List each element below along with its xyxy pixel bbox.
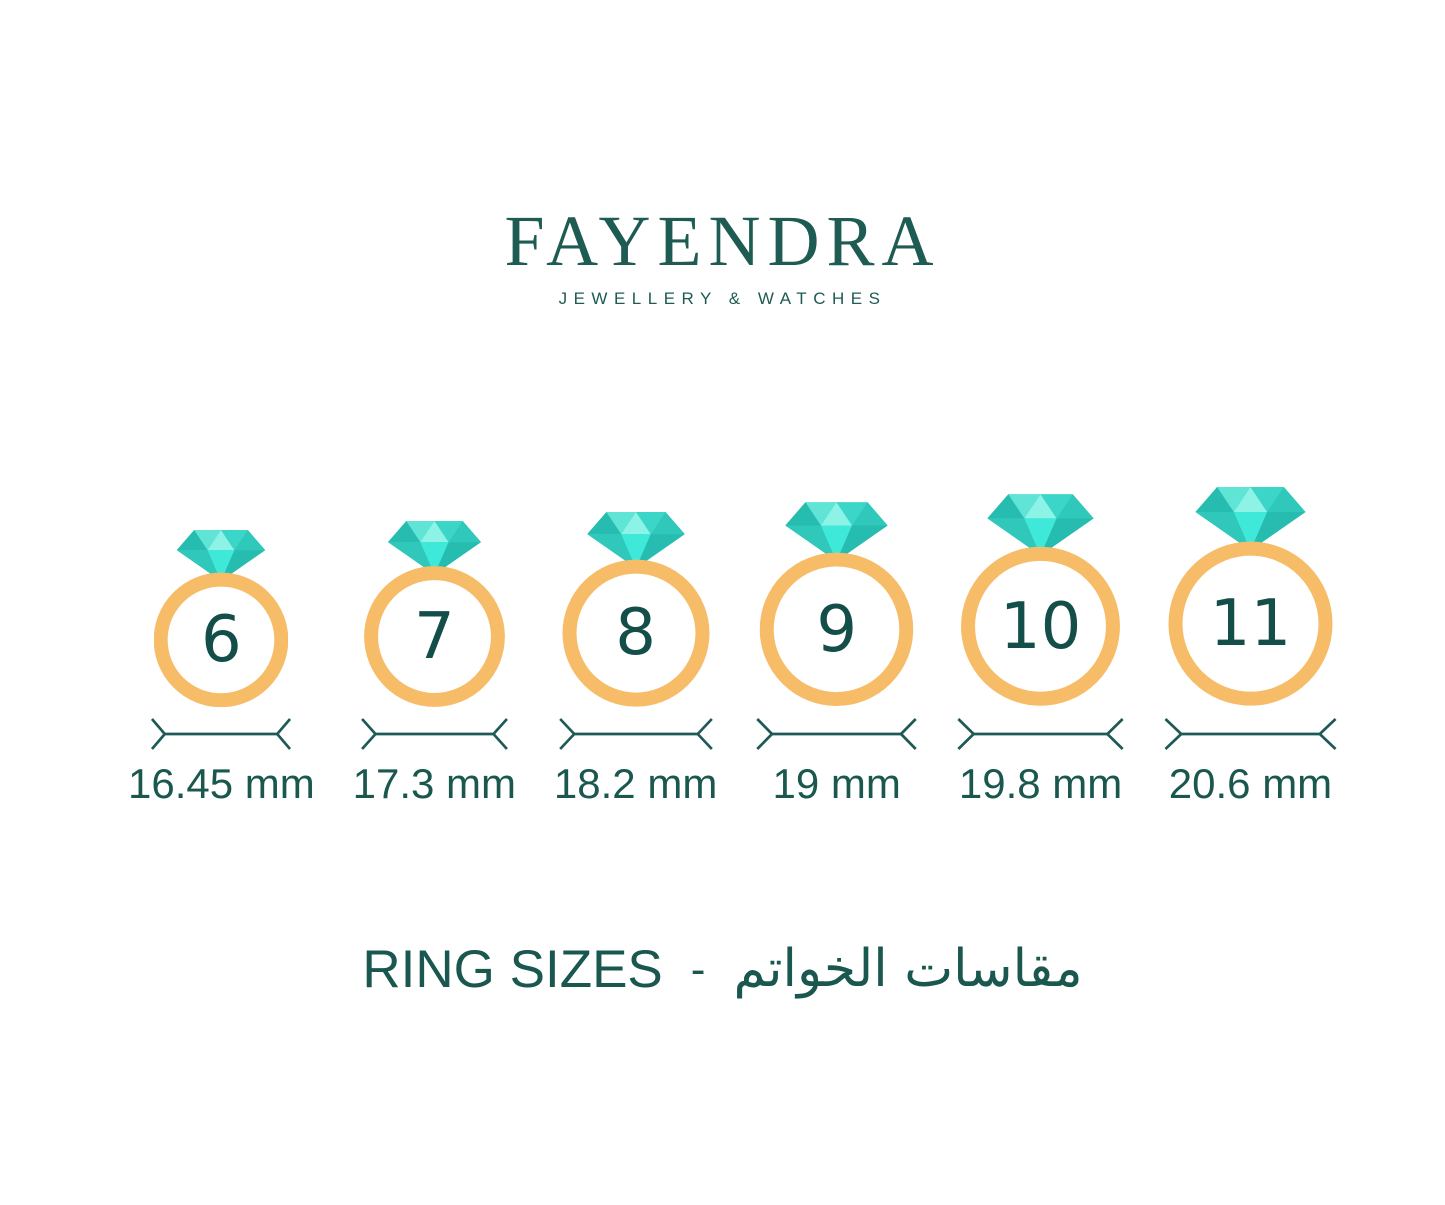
ring-item-size-11: 11 20.6 mm	[1163, 487, 1338, 805]
ring-diameter-label: 20.6 mm	[1168, 760, 1333, 807]
diamond-ring-icon	[562, 512, 710, 707]
ring-diameter-label: 16.45 mm	[128, 760, 315, 807]
ring-item-size-6: 6 16.45 mm	[128, 530, 315, 805]
brand-logo: FAYENDRA	[504, 201, 941, 281]
brand-header: FAYENDRA JEWELLERY & WATCHES	[0, 201, 1445, 309]
rings-row: 6 16.45 mm	[128, 480, 1338, 805]
diamond-ring-icon	[961, 494, 1121, 706]
page-title-arabic: مقاسات الخواتم	[733, 939, 1083, 999]
width-dimension-arrow	[755, 716, 918, 752]
diamond-ring-icon	[154, 530, 289, 708]
ring-item-size-9: 9 19 mm	[755, 502, 918, 805]
width-dimension-arrow	[1163, 716, 1338, 752]
ring-size-number: 9	[816, 593, 858, 667]
ring-diameter-label: 17.3 mm	[352, 760, 517, 807]
ring-wrap: 8	[562, 512, 710, 707]
diamond-ring-icon	[1168, 487, 1333, 706]
ring-size-number: 10	[999, 590, 1082, 664]
ring-size-number: 6	[201, 603, 242, 677]
ring-item-size-10: 10 19.8 mm	[956, 494, 1125, 805]
ring-item-size-8: 8 18.2 mm	[554, 512, 717, 805]
page-title: RING SIZES - مقاسات الخواتم	[0, 936, 1445, 1004]
width-dimension-arrow	[360, 716, 509, 752]
width-dimension-arrow	[956, 716, 1125, 752]
page-title-english: RING SIZES	[362, 940, 663, 1000]
diamond-ring-icon	[759, 502, 914, 707]
brand-tagline: JEWELLERY & WATCHES	[558, 289, 887, 309]
ring-size-number: 8	[615, 596, 656, 670]
ring-diameter-label: 19.8 mm	[958, 760, 1123, 807]
ring-wrap: 7	[363, 521, 505, 707]
ring-wrap: 11	[1167, 487, 1334, 707]
ring-wrap: 10	[960, 494, 1121, 707]
diamond-ring-icon	[363, 521, 505, 707]
ring-item-size-7: 7 17.3 mm	[353, 521, 516, 805]
ring-size-number: 11	[1209, 587, 1292, 661]
ring-size-number: 7	[413, 600, 455, 674]
width-dimension-arrow	[150, 716, 292, 752]
ring-wrap: 9	[759, 502, 914, 707]
ring-wrap: 6	[154, 530, 289, 708]
ring-diameter-label: 19 mm	[772, 760, 901, 807]
ring-diameter-label: 18.2 mm	[553, 760, 718, 807]
width-dimension-arrow	[558, 716, 714, 752]
title-separator-dash: -	[690, 944, 706, 994]
